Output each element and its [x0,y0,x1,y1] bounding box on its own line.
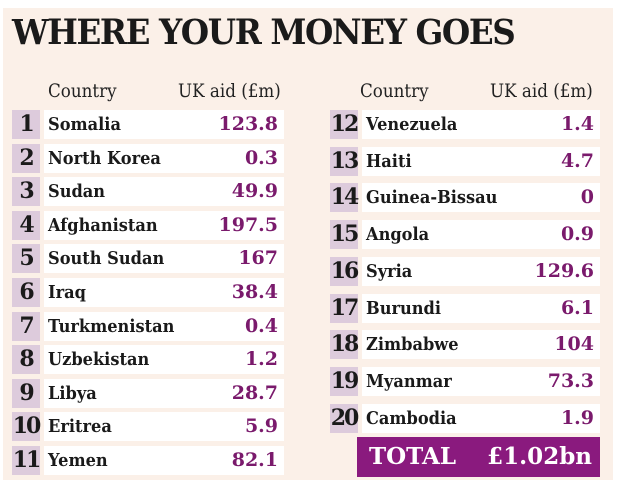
total-label: TOTAL [369,443,457,470]
rank-number: 8 [12,345,40,375]
aid-value: 0.3 [244,146,278,169]
aid-value: 82.1 [231,449,278,471]
rank-number: 9 [12,378,40,408]
country-name: Myanmar [366,370,452,392]
page-title: WHERE YOUR MONEY GOES [12,12,516,53]
aid-value: 0.9 [560,223,594,246]
country-name: Guinea-Bissau [366,187,498,209]
country-name: Sudan [48,181,106,203]
country-name: Venezuela [366,114,458,135]
total-value: £1.02bn [487,443,592,470]
aid-value: 6.1 [560,296,594,319]
table-row: Afghanistan 197.5 [44,210,284,240]
aid-value: 28.7 [231,381,278,404]
rank-number: 19 [330,366,359,396]
aid-value: 1.4 [560,113,594,135]
aid-value: 4.7 [560,149,594,172]
aid-value: 49.9 [231,180,278,203]
aid-value: 104 [554,333,594,356]
aid-value: 38.4 [231,281,278,303]
header-aid: UK aid (£m) [178,80,281,102]
rank-number: 18 [330,330,359,360]
rank-number: 15 [330,220,359,250]
total-row: TOTAL £1.02bn [357,437,600,477]
aid-value: 0.4 [244,314,278,337]
country-name: South Sudan [48,248,165,270]
country-name: Somalia [48,114,121,135]
table-row: South Sudan 167 [44,244,284,274]
aid-value: 0 [580,186,594,209]
header-aid-right: UK aid (£m) [490,80,593,102]
aid-value: 1.9 [560,406,594,429]
rank-number: 14 [330,183,359,213]
aid-value: 123.8 [218,113,279,135]
aid-value: 1.2 [244,348,278,371]
table-row: Burundi 6.1 [362,293,600,323]
aid-value: 73.3 [547,369,594,392]
table-row: Uzbekistan 1.2 [44,345,284,375]
header-country: Country [48,80,117,102]
country-name: Syria [366,260,413,282]
table-row: Myanmar 73.3 [362,366,600,396]
rank-number: 1 [12,110,40,139]
table-row: Zimbabwe 104 [362,330,600,360]
rank-number: 12 [330,110,359,139]
rank-number: 5 [12,244,40,274]
country-name: Uzbekistan [48,349,150,371]
aid-value: 129.6 [534,259,595,282]
country-name: Zimbabwe [366,334,459,356]
rank-number: 17 [330,293,359,323]
country-name: Libya [48,382,97,404]
country-name: Eritrea [48,416,112,438]
table-row: Yemen 82.1 [44,446,284,475]
country-name: Angola [366,224,430,246]
country-name: North Korea [48,147,161,169]
table-row: Iraq 38.4 [44,278,284,307]
table-row: Syria 129.6 [362,256,600,286]
country-name: Afghanistan [48,214,158,236]
rank-number: 7 [12,311,40,341]
aid-value: 5.9 [244,415,278,438]
table-row: Turkmenistan 0.4 [44,311,284,341]
aid-value: 197.5 [218,213,279,236]
header-country-right: Country [360,80,429,102]
country-name: Haiti [366,150,412,172]
table-row: Guinea-Bissau 0 [362,183,600,213]
country-name: Yemen [48,450,108,471]
country-name: Iraq [48,282,86,303]
rank-number: 16 [330,256,359,286]
country-name: Turkmenistan [48,315,175,337]
rank-number: 10 [12,412,41,442]
table-row: Cambodia 1.9 [362,403,600,433]
rank-number: 11 [12,446,41,475]
table-row: North Korea 0.3 [44,143,284,173]
rank-number: 6 [12,278,40,307]
rank-number: 20 [330,403,359,433]
table-row: Angola 0.9 [362,220,600,250]
rank-number: 3 [12,177,40,207]
aid-value: 167 [238,247,278,270]
table-row: Haiti 4.7 [362,146,600,176]
rank-number: 13 [330,146,359,176]
table-row: Sudan 49.9 [44,177,284,207]
table-row: Somalia 123.8 [44,110,284,139]
rank-number: 2 [12,143,40,173]
rank-number: 4 [12,210,40,240]
country-name: Burundi [366,297,442,319]
table-row: Eritrea 5.9 [44,412,284,442]
table-row: Libya 28.7 [44,378,284,408]
table-row: Venezuela 1.4 [362,110,600,139]
country-name: Cambodia [366,407,457,429]
